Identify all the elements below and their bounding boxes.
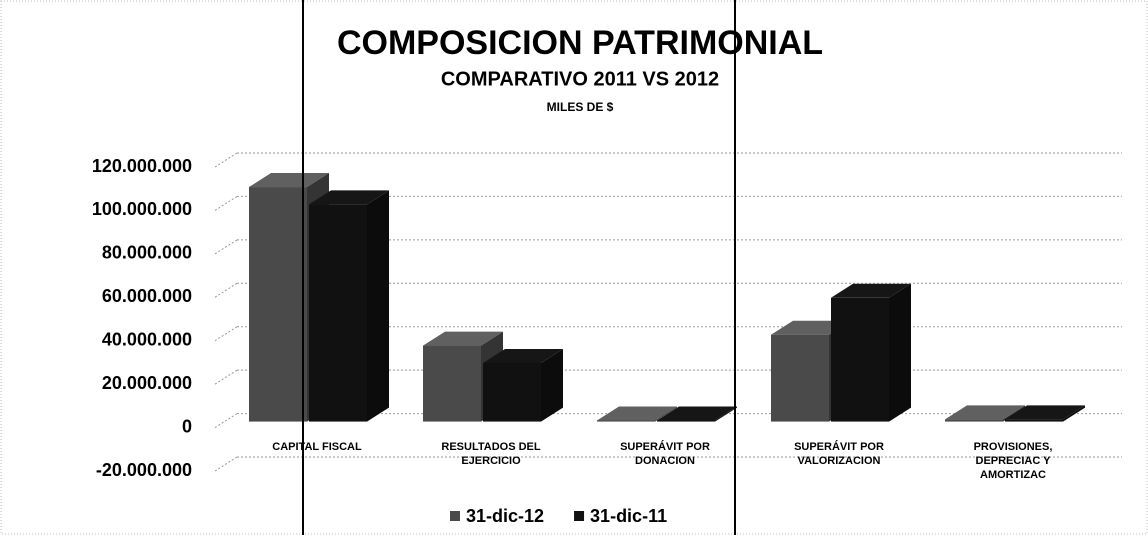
y-tick-label: 60.000.000 xyxy=(102,286,192,306)
bar-front xyxy=(831,297,889,422)
grid-wall xyxy=(214,196,238,211)
bar-front xyxy=(423,345,481,422)
legend-label: 31-dic-11 xyxy=(590,506,667,526)
grid-wall xyxy=(214,456,238,472)
x-tick-label: RESULTADOS DEL EJERCICIO xyxy=(441,441,541,467)
bar-side xyxy=(655,406,677,422)
grid-line xyxy=(214,456,1122,472)
bar-side xyxy=(1063,405,1085,422)
bar-top xyxy=(483,348,563,363)
grid-wall xyxy=(214,326,238,342)
bar-top xyxy=(831,283,911,298)
grid-wall xyxy=(214,239,238,255)
legend-label: 31-dic-12 xyxy=(466,506,544,526)
bar-front xyxy=(657,420,715,422)
bar-top xyxy=(249,173,329,188)
y-tick-label: 0 xyxy=(182,416,192,436)
bar-front xyxy=(597,420,655,422)
bar-front xyxy=(1005,419,1063,422)
x-tick-label: SUPERÁVIT POR DONACION xyxy=(620,441,710,467)
y-tick-label: 20.000.000 xyxy=(102,373,192,393)
bar-side xyxy=(889,283,911,422)
bar xyxy=(483,348,563,422)
x-tick-label: SUPERÁVIT POR VALORIZACION xyxy=(794,441,884,467)
bar-front xyxy=(249,187,307,422)
bar xyxy=(309,190,389,422)
grid-line xyxy=(214,282,1122,298)
bar-top xyxy=(1005,405,1085,420)
legend-swatch xyxy=(574,511,585,521)
bar xyxy=(1005,405,1085,422)
grid-line xyxy=(214,239,1122,255)
grid-wall xyxy=(214,413,238,428)
chart-subtitle: COMPARATIVO 2011 VS 2012 xyxy=(441,68,719,90)
grid-line xyxy=(214,369,1122,385)
bar-side xyxy=(541,348,563,422)
y-tick-label: 100.000.000 xyxy=(92,199,192,219)
bar-front xyxy=(309,204,367,422)
grid-line xyxy=(214,195,1122,211)
bar-front xyxy=(771,334,829,422)
bar-front xyxy=(483,362,541,422)
bar-side xyxy=(715,406,737,422)
bar xyxy=(597,406,677,422)
grid-wall xyxy=(214,152,238,168)
y-tick-label: 80.000.000 xyxy=(102,243,192,263)
y-tick-label: 120.000.000 xyxy=(92,156,192,176)
y-tick-label: -20.000.000 xyxy=(96,460,192,480)
grid-line xyxy=(214,152,1122,168)
grid-wall xyxy=(214,369,238,385)
bar xyxy=(831,283,911,422)
grid-line xyxy=(214,326,1122,342)
bar-top xyxy=(423,331,503,346)
bar-top xyxy=(597,406,677,421)
chart-units: MILES DE $ xyxy=(547,100,614,114)
x-tick-label: PROVISIONES, DEPRECIAC Y AMORTIZAC xyxy=(973,441,1053,481)
legend-swatch xyxy=(450,511,460,521)
x-tick-label: CAPITAL FISCAL xyxy=(272,441,362,453)
bar xyxy=(657,406,737,422)
bar-front xyxy=(945,419,1003,422)
y-tick-label: 40.000.000 xyxy=(102,329,192,349)
chart-title: COMPOSICION PATRIMONIAL xyxy=(337,24,823,62)
bar xyxy=(423,331,503,422)
grid-wall xyxy=(214,282,238,298)
bar-side xyxy=(367,190,389,422)
bar-top xyxy=(309,190,389,205)
bar-top xyxy=(945,405,1025,420)
bar-top xyxy=(657,406,737,421)
